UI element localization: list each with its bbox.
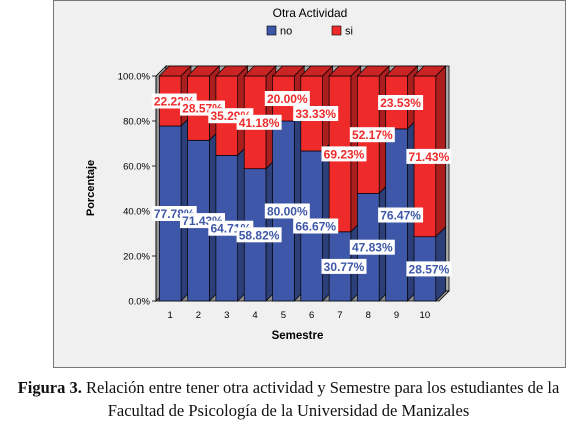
x-axis-label: Semestre (272, 330, 324, 342)
chart-frame: Otra Actividad no si 0.0% 20.0% 40.0% 60.0% 80.… (53, 0, 566, 368)
bar-top-si-5 (271, 65, 306, 77)
legend-swatch-no (266, 25, 277, 36)
x-tick-label: 10 (420, 310, 431, 321)
bar-top-si-4 (243, 65, 277, 77)
stacked-bar-chart: Otra Actividad no si 0.0% 20.0% 40.0% 60.0% 80.… (85, 6, 452, 342)
data-label-no-8: 47.83% (352, 241, 393, 255)
data-label-no-10: 28.57% (409, 262, 450, 276)
data-label-no-9-box (378, 207, 424, 223)
data-label-si-8: 52.17% (352, 128, 393, 142)
data-label-si-5-box (264, 91, 310, 106)
x-tick-label: 6 (309, 310, 314, 321)
x-tick-label: 8 (366, 310, 371, 321)
y-tick-label: 80.0% (123, 117, 150, 128)
x-tick-label: 2 (196, 310, 201, 321)
data-label-no-7: 30.77% (324, 260, 365, 274)
bar-top-si-3 (215, 65, 249, 77)
legend-label-si: si (345, 26, 353, 38)
y-tick-label: 60.0% (123, 162, 150, 173)
data-label-si-8-box (349, 127, 395, 143)
x-tick-label: 7 (337, 310, 342, 321)
data-label-no-6: 66.67% (295, 220, 336, 234)
data-label-no-6-box (293, 218, 339, 234)
data-label-si-4: 41.18% (239, 116, 280, 130)
legend-label-no: no (280, 26, 292, 38)
data-label-no-7-box (321, 258, 367, 274)
bar-top-si-9 (384, 65, 419, 77)
data-label-no-10-box (406, 261, 452, 277)
caption-text: Relación entre tener otra actividad y Se… (81, 378, 560, 420)
bar-top-si-8 (356, 65, 390, 77)
x-tick-label: 9 (394, 310, 399, 321)
data-label-si-4-box (236, 114, 282, 130)
data-label-si-9-box (378, 95, 424, 110)
data-label-si-6: 33.33% (295, 107, 336, 121)
bar-top-si-1 (158, 65, 192, 77)
data-label-no-8-box (349, 239, 395, 255)
y-tick-label: 40.0% (123, 207, 150, 218)
data-label-si-7: 69.23% (324, 147, 365, 161)
x-tick-label: 5 (281, 310, 286, 321)
y-tick-label: 20.0% (123, 252, 150, 263)
data-label-si-7-box (321, 146, 367, 162)
y-axis-label: Porcentaje (85, 160, 97, 216)
bar-top-si-6 (299, 65, 334, 77)
x-tick-label: 3 (224, 310, 229, 321)
x-tick-label: 1 (168, 310, 173, 321)
x-tick-label: 4 (252, 310, 257, 321)
data-label-no-4-box (236, 227, 282, 243)
bar-top-si-7 (328, 65, 362, 77)
bar-top-si-10 (413, 65, 447, 77)
data-label-si-5: 20.00% (267, 92, 308, 106)
data-label-no-9: 76.47% (380, 209, 421, 223)
y-tick-label: 100.0% (118, 72, 151, 83)
data-label-no-4: 58.82% (239, 228, 280, 242)
data-label-no-5: 80.00% (267, 205, 308, 219)
legend-swatch-si (331, 25, 342, 36)
data-label-si-9: 23.53% (380, 96, 421, 110)
caption-lead: Figura 3. (17, 378, 82, 397)
data-label-no-5-box (264, 203, 310, 219)
figure-caption: Figura 3. Relación entre tener otra acti… (0, 376, 577, 422)
data-label-si-10: 71.43% (409, 150, 450, 164)
data-label-si-10-box (406, 148, 452, 164)
data-label-si-6-box (293, 106, 339, 121)
legend-title: Otra Actividad (273, 6, 348, 20)
bar-top-si-2 (186, 65, 221, 77)
y-tick-label: 0.0% (128, 297, 150, 308)
